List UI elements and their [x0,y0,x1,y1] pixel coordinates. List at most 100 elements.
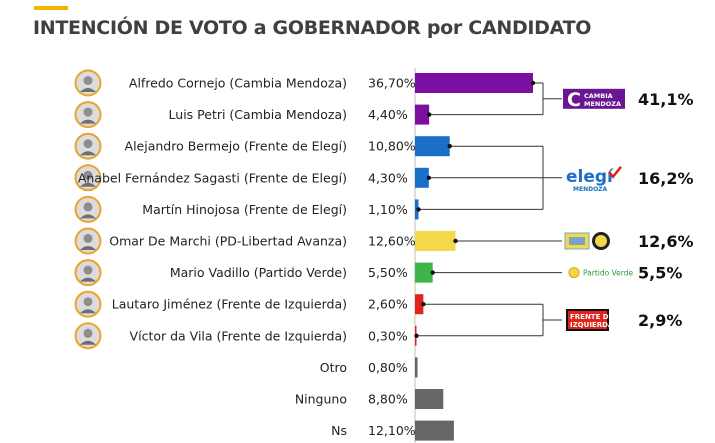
value-label: 4,40% [368,107,408,122]
category-label: Alfredo Cornejo (Cambia Mendoza) [129,76,347,91]
logo-stripe [569,237,585,245]
category-label: Anabel Fernández Sagasti (Frente de Eleg… [78,170,347,185]
logo-subtext: MENDOZA [573,186,608,193]
logo-text: FRENTE DE [570,313,614,321]
value-label: 0,80% [368,360,408,375]
value-label: 4,30% [368,170,408,185]
photo-head [83,297,93,307]
group-total-label: 16,2% [638,169,694,188]
photo-shoulders [80,340,96,345]
group-bracket [453,238,562,244]
photo-shoulders [80,246,96,250]
photo-head [83,170,93,180]
value-label: 8,80% [368,392,408,407]
logo-circle-inner [595,235,607,247]
category-label: Martín Hinojosa (Frente de Elegí) [142,202,347,217]
candidate-photo [74,101,102,129]
group-total-label: 41,1% [638,90,694,109]
photo-shoulders [80,214,96,219]
category-label: Ninguno [295,392,347,407]
logo-text: IZQUIERDA [570,321,614,329]
bar [415,104,430,125]
candidate-photo [74,164,102,192]
bracket-dot [416,207,421,212]
bar [415,136,450,157]
bar [415,73,533,93]
logo-text: CAMBIA [584,92,613,100]
category-label: Lautaro Jiménez (Frente de Izquierda) [112,297,347,312]
title-accent-bar [34,6,68,10]
category-label: Alejandro Bermejo (Frente de Elegí) [125,139,347,154]
bar [415,294,424,315]
category-label: Mario Vadillo (Partido Verde) [170,265,347,280]
photo-head [83,202,93,212]
bracket-dot [430,270,435,275]
bracket-dot [530,80,536,86]
bar [415,231,456,251]
group-total-label: 12,6% [638,232,694,251]
candidate-photo [74,290,102,318]
value-label: 12,60% [368,234,416,249]
value-label: 0,30% [368,328,408,343]
logo-check [608,166,622,179]
logo-text: MENDOZA [584,100,621,108]
value-label: 5,50% [368,265,408,280]
photo-shoulders [80,88,96,92]
logo-letter: C [567,89,581,111]
photo-shoulders [80,182,96,187]
pd-libertad-logo [564,232,610,250]
photo-head [83,234,93,243]
partido-verde-logo: Partido Verde [568,267,633,279]
group-bracket [414,302,562,338]
group-bracket [430,270,562,275]
group-bracket [416,144,562,212]
photo-shoulders [80,309,96,314]
group-total-label: 2,9% [638,311,682,330]
chart-title: INTENCIÓN DE VOTO a GOBERNADOR por CANDI… [33,17,592,39]
value-label: 12,10% [368,423,416,438]
photo-head [83,265,93,275]
bar [415,420,454,441]
logo-sun [568,267,580,279]
photo-head [83,76,93,85]
bar [415,167,429,188]
logo-text: elegí [566,167,614,187]
value-label: 36,70% [368,76,416,91]
logo-text: Partido Verde [583,269,633,278]
category-label: Ns [331,423,347,438]
candidate-photo [74,195,102,223]
value-label: 10,80% [368,139,416,154]
photo-shoulders [80,151,96,156]
value-label: 1,10% [368,202,408,217]
category-label: Omar De Marchi (PD-Libertad Avanza) [109,234,347,249]
category-label: Víctor da Vila (Frente de Izquierda) [130,328,347,343]
candidate-photo [74,132,102,160]
bracket-dot [421,302,426,307]
bracket-dot [414,333,419,338]
value-label: 2,60% [368,297,408,312]
candidate-photo [74,322,102,350]
candidate-photo [74,259,102,287]
bar [415,262,433,283]
bracket-dot [447,144,452,149]
logo-inner [568,311,607,329]
candidate-photo [74,227,102,255]
bracket-dot [453,238,458,244]
photo-head [83,328,93,338]
logo-box [563,88,625,109]
category-label: Luis Petri (Cambia Mendoza) [169,107,347,122]
group-bracket [426,80,562,117]
photo-shoulders [80,277,96,282]
photo-head [83,107,93,117]
photo-shoulders [80,119,96,124]
group-total-label: 5,5% [638,264,682,283]
bracket-dot [426,112,432,117]
bar [415,357,418,378]
candidate-photo [74,69,102,97]
bar [415,389,444,409]
photo-head [83,139,93,149]
